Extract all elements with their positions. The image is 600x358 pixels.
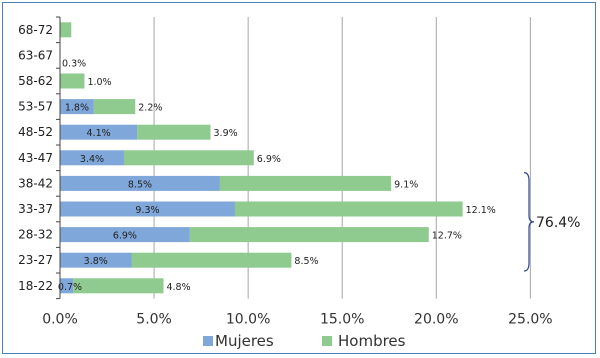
bar-mujeres xyxy=(60,99,94,115)
bar-mujeres xyxy=(60,227,190,243)
bar-mujeres xyxy=(60,175,220,191)
brace-annotation xyxy=(523,172,535,272)
x-tick-label: 5.0% xyxy=(136,312,172,328)
x-tick-label: 0.0% xyxy=(42,312,78,328)
legend-label-hombres: Hombres xyxy=(338,332,406,350)
data-label-mujeres: 1.8% xyxy=(65,103,89,114)
legend-swatch-mujeres xyxy=(203,336,213,346)
data-label-mujeres: 3.4% xyxy=(80,154,104,165)
annotation-label: 76.4% xyxy=(536,215,580,231)
x-tick-label: 20.0% xyxy=(414,312,458,328)
category-label: 43-47 xyxy=(18,151,53,165)
bar-hombres xyxy=(60,73,85,89)
legend-swatch-hombres xyxy=(322,336,332,346)
data-label-mujeres: 3.8% xyxy=(84,256,108,267)
bar-hombres xyxy=(219,175,392,191)
bar-hombres xyxy=(60,22,72,38)
data-label-mujeres: 8.5% xyxy=(128,179,152,190)
x-tick-label: 25.0% xyxy=(508,312,552,328)
bar-mujeres xyxy=(60,150,124,166)
data-label-hombres: 2.2% xyxy=(138,103,162,114)
data-label-mujeres: 6.9% xyxy=(113,231,137,242)
bar-mujeres xyxy=(60,278,74,294)
category-label: 53-57 xyxy=(18,100,53,114)
data-label-hombres: 1.0% xyxy=(87,77,111,88)
category-label: 38-42 xyxy=(18,176,53,190)
category-label: 28-32 xyxy=(18,228,53,242)
bar-hombres xyxy=(93,99,136,115)
data-label-hombres: 8.5% xyxy=(294,256,318,267)
bar-mujeres xyxy=(60,124,138,140)
bar-hombres xyxy=(137,124,211,140)
bar-mujeres xyxy=(60,252,132,268)
bar-mujeres xyxy=(60,201,235,217)
bar-hombres xyxy=(131,252,292,268)
data-label-hombres: 12.7% xyxy=(432,231,462,242)
data-label-hombres: 0.3% xyxy=(62,58,86,69)
category-label: 68-72 xyxy=(18,23,53,37)
data-label-hombres: 6.9% xyxy=(257,154,281,165)
bar-hombres xyxy=(234,201,463,217)
data-label-hombres: 4.8% xyxy=(166,282,190,293)
data-label-hombres: 3.9% xyxy=(214,128,238,139)
x-tick-label: 10.0% xyxy=(226,312,270,328)
x-tick-label: 15.0% xyxy=(320,312,364,328)
bar-hombres xyxy=(189,227,429,243)
bar-hombres xyxy=(123,150,254,166)
category-label: 18-22 xyxy=(18,279,53,293)
data-label-mujeres: 4.1% xyxy=(87,128,111,139)
data-label-hombres: 9.1% xyxy=(394,179,418,190)
data-label-hombres: 12.1% xyxy=(466,205,496,216)
category-label: 63-67 xyxy=(18,48,53,62)
category-label: 58-62 xyxy=(18,74,53,88)
data-label-mujeres: 0.7% xyxy=(58,282,82,293)
legend-label-mujeres: Mujeres xyxy=(215,332,274,350)
category-label: 23-27 xyxy=(18,253,53,267)
bar-hombres xyxy=(73,278,164,294)
data-label-mujeres: 9.3% xyxy=(135,205,159,216)
category-label: 33-37 xyxy=(18,202,53,216)
category-label: 48-52 xyxy=(18,125,53,139)
